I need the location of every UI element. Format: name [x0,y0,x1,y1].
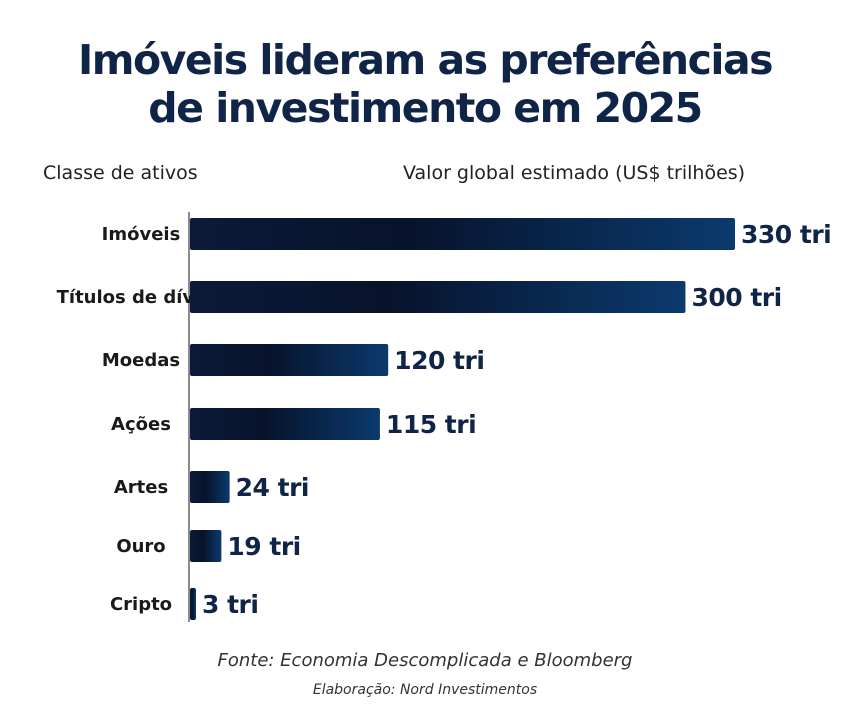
value-label-moedas: 120 tri [394,346,484,375]
bar-cripto [190,588,196,620]
category-label-artes: Artes [114,477,168,498]
chart-title: Imóveis lideram as preferências de inves… [0,36,850,132]
category-label-cripto: Cripto [110,594,172,615]
bar-ouro [190,530,222,562]
value-label-acoes: 115 tri [386,410,476,439]
chart-title-line-1: Imóveis lideram as preferências [77,36,774,84]
chart-title-line-2: de investimento em 2025 [148,84,703,132]
category-axis-heading: Classe de ativos [43,162,198,184]
credit-note: Elaboração: Nord Investimentos [312,682,538,698]
category-label-moedas: Moedas [102,350,180,371]
bar-imoveis [190,218,735,250]
bar-titulos-de-divida [190,281,686,313]
value-label-cripto: 3 tri [202,590,258,619]
bar-moedas [190,344,389,376]
value-label-titulos-de-divida: 300 tri [691,283,781,312]
value-label-imoveis: 330 tri [741,220,831,249]
bar-artes [190,471,230,503]
category-label-imoveis: Imóveis [102,224,181,245]
value-axis-heading: Valor global estimado (US$ trilhões) [403,162,746,184]
category-label-acoes: Ações [111,414,171,435]
category-label-titulos-de-divida: Títulos de dívida [57,287,226,308]
source-note: Fonte: Economia Descomplicada e Bloomber… [217,650,633,671]
category-label-ouro: Ouro [116,536,165,557]
value-label-artes: 24 tri [236,473,309,502]
value-label-ouro: 19 tri [227,532,300,561]
bar-acoes [190,408,380,440]
